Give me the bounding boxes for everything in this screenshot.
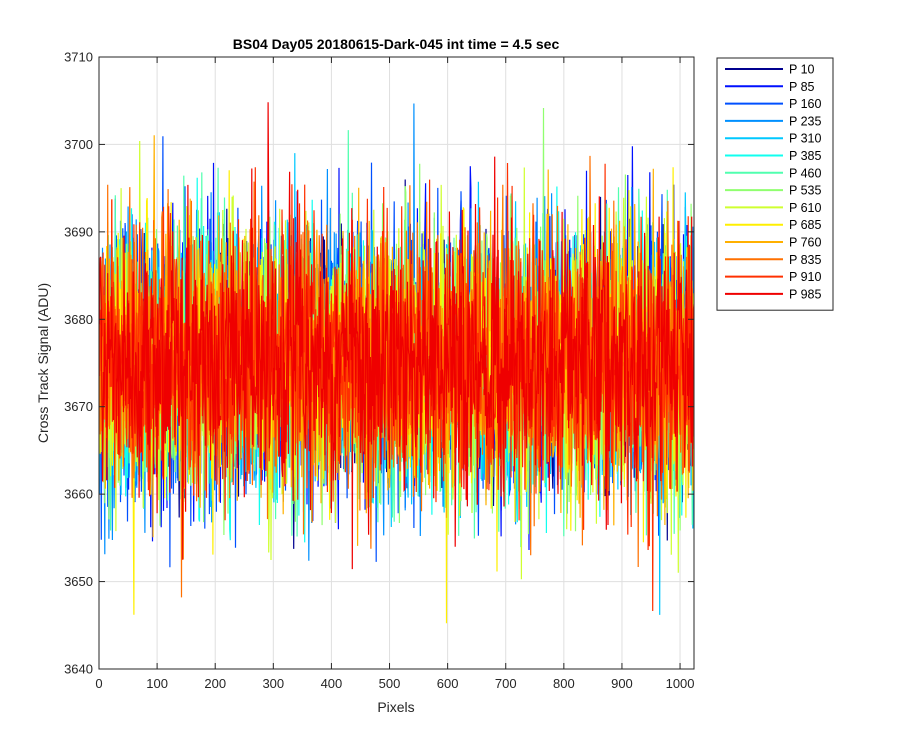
- y-tick-label: 3640: [64, 662, 93, 677]
- legend-label: P 835: [789, 253, 821, 267]
- legend-label: P 985: [789, 287, 821, 301]
- y-tick-label: 3660: [64, 487, 93, 502]
- legend-label: P 385: [789, 149, 821, 163]
- x-tick-label: 1000: [666, 676, 695, 691]
- legend-label: P 910: [789, 270, 821, 284]
- y-tick-label: 3700: [64, 137, 93, 152]
- y-tick-label: 3680: [64, 312, 93, 327]
- legend-label: P 760: [789, 236, 821, 250]
- x-tick-label: 500: [379, 676, 401, 691]
- series-line-p985: [99, 102, 694, 570]
- y-tick-label: 3670: [64, 399, 93, 414]
- legend-box: [716, 57, 834, 311]
- legend-label: P 85: [789, 80, 815, 94]
- x-tick-label: 100: [146, 676, 168, 691]
- series-layer: [99, 102, 694, 624]
- legend-label: P 310: [789, 132, 821, 146]
- y-tick-label: 3710: [64, 50, 93, 65]
- x-tick-label: 0: [95, 676, 102, 691]
- legend-label: P 685: [789, 218, 821, 232]
- legend-label: P 460: [789, 166, 821, 180]
- legend-label: P 535: [789, 184, 821, 198]
- legend: P 10 P 85 P 160 P 235 P 310 P 385 P 460 P 535 P …: [716, 57, 834, 311]
- legend-label: P 160: [789, 97, 821, 111]
- x-tick-label: 800: [553, 676, 575, 691]
- y-tick-label: 3690: [64, 224, 93, 239]
- tick-layer: 0 100 200 300 400 500 600 700 800 900 1000 3640 3650…: [64, 50, 694, 692]
- plot-frame: [98, 56, 695, 670]
- x-tick-label: 900: [611, 676, 633, 691]
- legend-label: P 610: [789, 201, 821, 215]
- x-tick-label: 700: [495, 676, 517, 691]
- chart-title: BS04 Day05 20180615-Dark-045 int time = …: [233, 36, 560, 52]
- x-tick-label: 600: [437, 676, 459, 691]
- legend-label: P 235: [789, 114, 821, 128]
- x-axis-label: Pixels: [377, 699, 414, 715]
- y-axis-label: Cross Track Signal (ADU): [35, 283, 51, 443]
- x-tick-label: 300: [262, 676, 284, 691]
- x-tick-label: 200: [204, 676, 226, 691]
- y-tick-label: 3650: [64, 574, 93, 589]
- legend-label: P 10: [789, 63, 815, 77]
- x-tick-label: 400: [321, 676, 343, 691]
